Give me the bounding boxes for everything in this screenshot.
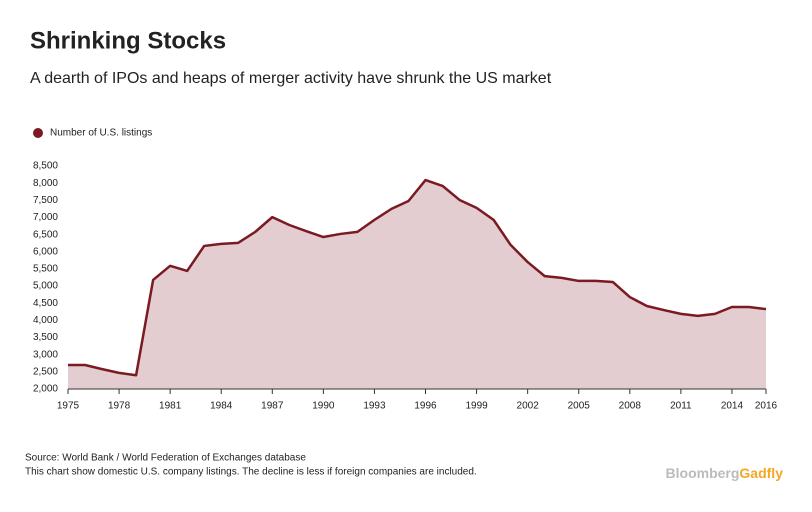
y-tick-label: 6,000: [33, 246, 58, 257]
y-tick-label: 7,500: [33, 195, 58, 206]
x-tick-label: 1984: [210, 401, 233, 412]
y-tick-label: 4,000: [33, 315, 58, 326]
y-tick-label: 5,000: [33, 281, 58, 292]
y-tick-label: 5,500: [33, 264, 58, 275]
y-tick-label: 2,000: [33, 384, 58, 395]
y-tick-label: 8,000: [33, 178, 58, 189]
chart-subtitle: A dearth of IPOs and heaps of merger act…: [30, 70, 552, 87]
x-tick-label: 2016: [755, 401, 778, 412]
note: This chart show domestic U.S. company li…: [25, 467, 477, 478]
x-tick-label: 2014: [721, 401, 744, 412]
logo: BloombergGadfly: [666, 465, 784, 481]
x-tick-label: 1999: [465, 401, 488, 412]
x-tick-label: 1981: [159, 401, 182, 412]
line: [68, 178, 767, 377]
y-tick-label: 8,500: [33, 161, 58, 172]
x-tick-label: 1993: [363, 401, 386, 412]
x-tick-label: 2002: [517, 401, 540, 412]
x-tick-label: 2011: [670, 401, 692, 412]
y-tick-label: 6,500: [33, 229, 58, 240]
legend-label: Number of U.S. listings: [50, 128, 152, 139]
x-tick-label: 2008: [619, 401, 642, 412]
area: [68, 180, 766, 389]
y-tick-label: 7,000: [33, 212, 58, 223]
logo-product: Gadfly: [739, 465, 783, 481]
x-tick-label: 1996: [414, 401, 437, 412]
logo-brand: Bloomberg: [666, 465, 740, 481]
y-tick-label: 2,500: [33, 366, 58, 377]
chart-title: Shrinking Stocks: [30, 27, 226, 54]
x-tick-label: 2005: [568, 401, 591, 412]
x-tick-label: 1975: [57, 401, 80, 412]
y-tick-label: 4,500: [33, 298, 58, 309]
x-tick-label: 1978: [108, 401, 131, 412]
x-tick-label: 1987: [261, 401, 284, 412]
source: Source: World Bank / World Federation of…: [25, 453, 306, 464]
y-tick-label: 3,000: [33, 349, 58, 360]
y-tick-label: 3,500: [33, 332, 58, 343]
legend-marker: [33, 128, 43, 138]
x-tick-label: 1990: [312, 401, 335, 412]
